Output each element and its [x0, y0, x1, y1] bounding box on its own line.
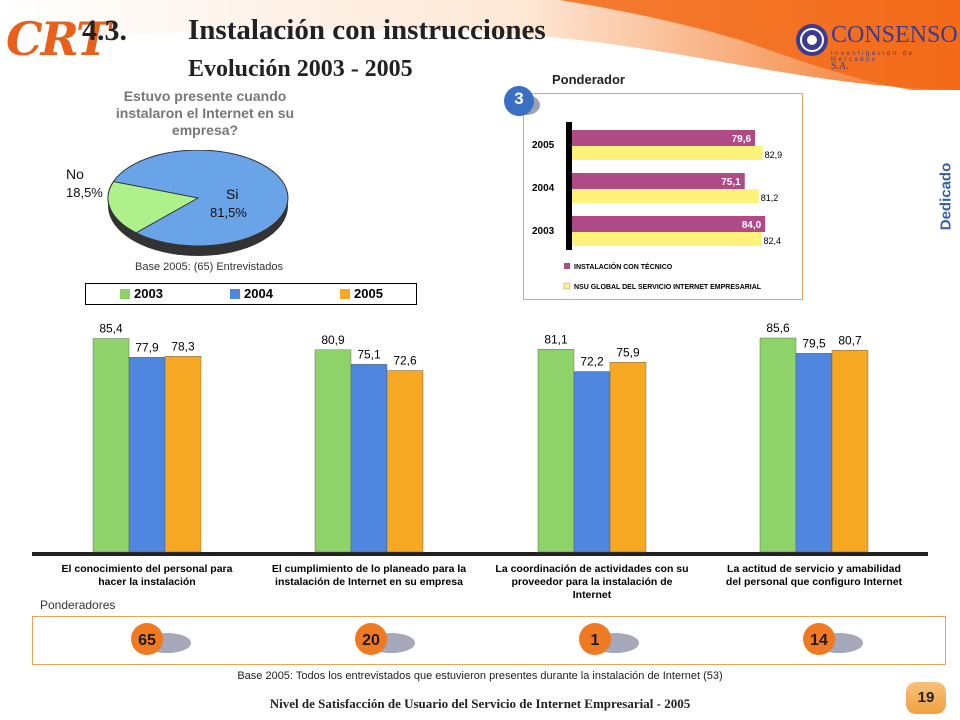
ponderador-badge-value: 65 — [138, 632, 156, 649]
legend-swatch-nsu — [563, 282, 571, 290]
pie-label-no: No — [66, 166, 84, 182]
legend-2003: 2003 — [120, 286, 163, 301]
category-label: del personal que configuro Internet — [726, 576, 903, 588]
hchart-year-label: 2005 — [532, 140, 555, 151]
base-footnote: Base 2005: Todos los entrevistados que e… — [237, 670, 723, 682]
bar-label-2003: 85,4 — [99, 322, 123, 336]
legend-2004: 2004 — [230, 286, 273, 301]
hchart-bar-tecnico — [572, 173, 745, 189]
category-label: El cumplimiento de lo planeado para la — [272, 563, 466, 575]
ponderador-badge — [803, 623, 835, 655]
bar-label-2005: 75,9 — [616, 345, 640, 359]
hchart-bar-nsu — [572, 189, 759, 203]
bar-2003 — [759, 337, 797, 553]
legend-nsu: NSU GLOBAL DEL SERVICIO INTERNET EMPRESA… — [574, 284, 762, 291]
brand-suffix: S.A. — [831, 61, 849, 72]
page-title: Instalación con instrucciones — [188, 14, 546, 46]
ponderador-badge-value: 1 — [591, 632, 600, 649]
pie-value-si: 81,5% — [210, 205, 247, 220]
main-bar-chart: 85,4 77,9 78,3 El conocimiento del personal… — [32, 321, 928, 601]
pie-base: Base 2005: (65) Entrevistados — [135, 261, 283, 273]
side-tab-label: Dedicado — [937, 162, 955, 231]
ponderador-box: 2005 79,6 82,9 2004 75,1 81,2 2003 84,0 82,4 INST… — [523, 93, 803, 300]
ponderadores-label: Ponderadores — [40, 598, 116, 612]
pie-slice-no — [107, 180, 200, 234]
legend-swatch-tecnico — [564, 263, 570, 269]
bar-2004 — [350, 364, 388, 553]
brand-name: CONSENSO — [831, 22, 958, 48]
hchart-label-nsu: 82,9 — [765, 150, 783, 160]
ponderador-badge — [579, 623, 611, 655]
category-label: La coordinación de actividades con su — [495, 563, 688, 575]
category-label: proveedor para la instalación de — [511, 576, 672, 588]
pie-label-si: Si — [226, 186, 239, 202]
x-axis — [32, 552, 928, 556]
bar-2003 — [92, 338, 130, 553]
section-number: 4.3. — [82, 14, 127, 47]
bar-2005 — [609, 362, 647, 553]
side-tab: Dedicado — [934, 140, 958, 260]
category-label: Internet — [573, 589, 612, 601]
consenso-emblem-icon — [796, 24, 828, 56]
y-axis — [566, 122, 572, 250]
category-label: El conocimiento del personal para — [62, 563, 233, 575]
hchart-label-tecnico: 79,6 — [732, 134, 752, 145]
ponderador-badge — [355, 623, 387, 655]
bar-2004 — [128, 357, 166, 553]
bar-label-2004: 75,1 — [357, 347, 381, 361]
ponderador-badge-value: 20 — [362, 632, 380, 649]
category-label: hacer la instalación — [98, 576, 195, 588]
footer-title: Nivel de Satisfacción de Usuario del Ser… — [269, 696, 691, 711]
year-legend: 2003 2004 2005 — [85, 283, 417, 305]
ponderador-badge — [131, 623, 163, 655]
hchart-label-tecnico: 75,1 — [721, 177, 741, 188]
bar-label-2003: 80,9 — [321, 333, 345, 347]
category-label: instalación de Internet en su empresa — [275, 576, 463, 588]
bar-label-2004: 72,2 — [580, 355, 604, 369]
bar-2005 — [164, 356, 202, 553]
header-band — [0, 0, 960, 90]
bar-label-2005: 72,6 — [393, 354, 417, 368]
ponderador-title: Ponderador — [552, 72, 625, 87]
hchart-label-nsu: 82,4 — [764, 236, 782, 246]
bar-label-2003: 81,1 — [544, 332, 568, 346]
ponderador-value: 3 — [514, 89, 524, 108]
bar-2004 — [795, 353, 833, 553]
hchart-bar-tecnico — [572, 130, 756, 146]
pie-chart — [107, 150, 289, 256]
ponderadores-badges: 65 20 1 14 — [131, 623, 863, 655]
hchart-year-label: 2003 — [532, 226, 555, 237]
brand-tagline: Investigación de Mercados — [831, 51, 915, 63]
hchart-bar-nsu — [572, 146, 763, 160]
legend-tecnico: INSTALACIÓN CON TÉCNICO — [574, 262, 673, 271]
hchart-bar-nsu — [572, 232, 762, 246]
hchart-label-nsu: 81,2 — [761, 193, 779, 203]
bar-2004 — [573, 371, 611, 553]
crt-logo: CRT — [6, 12, 110, 66]
pie-question: Estuvo presente cuando instalaron el Int… — [115, 88, 295, 138]
bar-label-2005: 80,7 — [838, 333, 862, 347]
page-subtitle: Evolución 2003 - 2005 — [188, 56, 413, 82]
legend-2005: 2005 — [340, 286, 383, 301]
bar-label-2004: 79,5 — [802, 336, 826, 350]
consenso-logo: CONSENSO S.A. Investigación de Mercados — [795, 18, 958, 72]
category-label: La actitud de servicio y amabilidad — [727, 563, 901, 575]
ponderador-badge — [504, 86, 540, 116]
ponderador-chart: 2005 79,6 82,9 2004 75,1 81,2 2003 84,082,4 INST… — [532, 122, 783, 291]
bar-2003 — [314, 349, 352, 553]
page-number: 19 — [906, 682, 946, 714]
bar-2003 — [537, 349, 575, 553]
bar-label-2003: 85,6 — [766, 321, 790, 335]
hchart-bar-tecnico — [572, 216, 766, 232]
bar-label-2005: 78,3 — [171, 339, 195, 353]
bar-2005 — [831, 350, 869, 553]
ponderadores-row: 65 20 1 14 — [32, 616, 946, 665]
hchart-label-tecnico: 84,0 — [742, 220, 762, 231]
pie-value-no: 18,5% — [66, 185, 103, 200]
bar-2005 — [386, 370, 424, 553]
bar-label-2004: 77,9 — [135, 340, 159, 354]
ponderador-badge-value: 14 — [810, 632, 828, 649]
hchart-year-label: 2004 — [532, 183, 555, 194]
